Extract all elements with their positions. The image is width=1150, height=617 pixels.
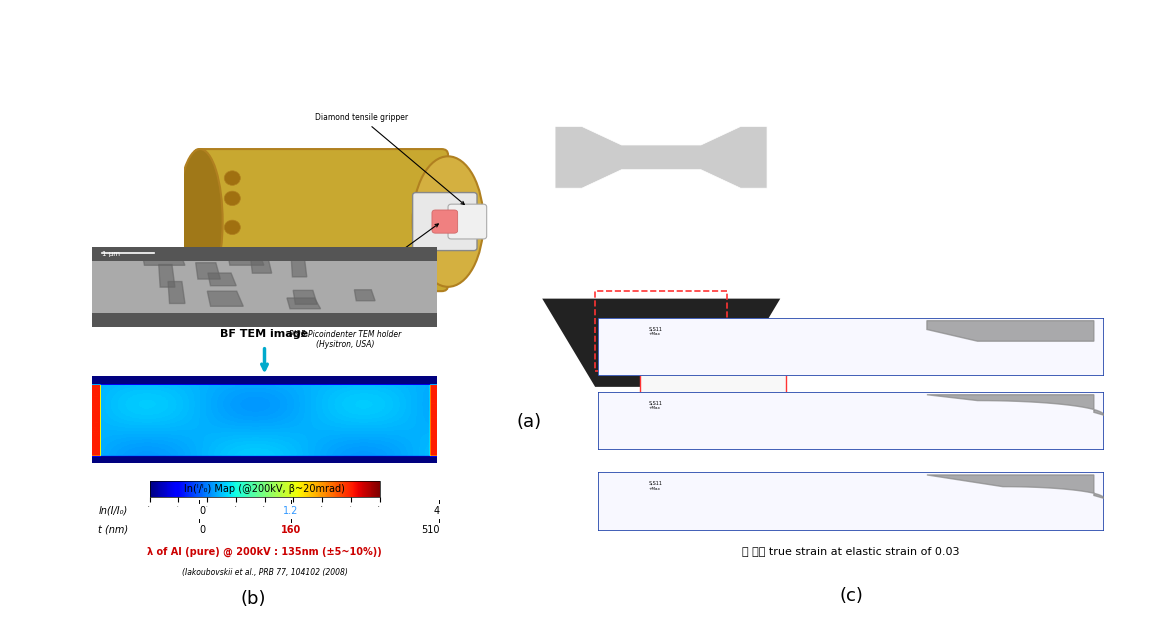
Circle shape (224, 171, 240, 185)
Circle shape (224, 191, 240, 205)
Text: TEM tensile specimen: TEM tensile specimen (288, 224, 438, 308)
Polygon shape (354, 290, 375, 300)
Polygon shape (543, 299, 781, 387)
Polygon shape (293, 291, 317, 304)
Polygon shape (251, 257, 271, 273)
Polygon shape (159, 265, 175, 287)
FancyBboxPatch shape (193, 149, 448, 291)
Text: λ of Al (pure) @ 200kV : 135nm (±5~10%)): λ of Al (pure) @ 200kV : 135nm (±5~10%)) (147, 547, 382, 557)
Text: (c): (c) (840, 587, 862, 605)
Polygon shape (645, 337, 773, 368)
Bar (92, 247, 437, 261)
Polygon shape (927, 395, 1104, 415)
Text: 510: 510 (421, 524, 439, 535)
Text: S,S11: S,S11 (649, 481, 662, 486)
Text: (b): (b) (240, 590, 266, 608)
Polygon shape (208, 273, 236, 286)
Text: 5μm: 5μm (543, 223, 554, 228)
Text: (a): (a) (516, 413, 542, 431)
Polygon shape (288, 298, 321, 308)
Text: ㌓ 방향 true strain at elastic strain of 0.03: ㌓ 방향 true strain at elastic strain of 0.… (742, 546, 960, 556)
Polygon shape (227, 247, 263, 265)
Text: 0: 0 (199, 524, 205, 535)
Polygon shape (291, 254, 307, 277)
Text: +Max: +Max (649, 333, 660, 336)
FancyBboxPatch shape (413, 193, 477, 251)
Bar (596, 291, 728, 371)
Ellipse shape (177, 149, 223, 294)
Text: 1 μm: 1 μm (102, 251, 121, 257)
Polygon shape (927, 475, 1104, 499)
Text: (Iakoubovskii et al., PRB 77, 104102 (2008): (Iakoubovskii et al., PRB 77, 104102 (20… (182, 568, 347, 577)
Text: BF TEM image: BF TEM image (221, 329, 308, 339)
Text: 10 μm: 10 μm (543, 384, 560, 389)
FancyBboxPatch shape (432, 210, 458, 233)
Text: PI95 Picoindenter TEM holder
(Hysitron, USA): PI95 Picoindenter TEM holder (Hysitron, … (289, 329, 401, 349)
Text: 0: 0 (199, 506, 205, 516)
Text: 160: 160 (281, 524, 301, 535)
Text: S,S11: S,S11 (649, 400, 662, 405)
FancyBboxPatch shape (448, 204, 486, 239)
Circle shape (224, 249, 240, 263)
Text: ln(ᴵ/ᴵ₀) Map (@200kV, β~20mrad): ln(ᴵ/ᴵ₀) Map (@200kV, β~20mrad) (184, 484, 345, 494)
Polygon shape (196, 263, 221, 279)
Text: S,S11: S,S11 (649, 326, 662, 331)
Text: t (nm): t (nm) (99, 524, 129, 535)
Ellipse shape (413, 156, 483, 287)
Text: 1.2: 1.2 (283, 506, 298, 516)
Polygon shape (927, 321, 1094, 341)
Polygon shape (207, 291, 244, 306)
Text: +Max: +Max (649, 487, 660, 491)
Circle shape (224, 220, 240, 234)
Bar (92, 259, 437, 315)
Polygon shape (555, 126, 767, 188)
Text: ln(I/I₀): ln(I/I₀) (99, 506, 128, 516)
Polygon shape (168, 281, 185, 304)
Polygon shape (140, 244, 185, 265)
Bar (92, 313, 437, 327)
Text: Diamond tensile gripper: Diamond tensile gripper (315, 113, 465, 204)
Text: 4: 4 (434, 506, 439, 516)
Bar (641, 334, 785, 395)
Text: +Max: +Max (649, 407, 660, 410)
